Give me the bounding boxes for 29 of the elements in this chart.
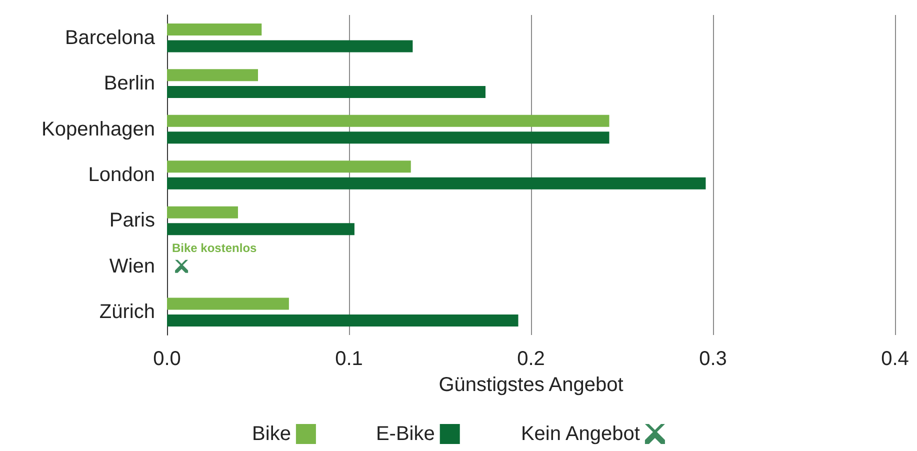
y-tick-label: Berlin bbox=[104, 72, 155, 95]
legend-label: E-Bike bbox=[376, 423, 435, 445]
bar bbox=[167, 223, 354, 236]
bar bbox=[167, 132, 610, 144]
bar bbox=[167, 86, 486, 98]
y-tick-label: London bbox=[88, 164, 155, 186]
y-tick-label: Barcelona bbox=[64, 26, 156, 49]
y-tick-label: Wien bbox=[109, 255, 155, 278]
bar bbox=[167, 40, 413, 52]
legend-label: Bike bbox=[252, 423, 291, 445]
bar bbox=[167, 298, 289, 310]
bar bbox=[167, 160, 411, 173]
y-tick-label: Kopenhagen bbox=[42, 118, 155, 140]
bar bbox=[167, 206, 238, 218]
y-tick-label: Zürich bbox=[99, 301, 155, 324]
x-tick-label: 0.1 bbox=[335, 348, 363, 370]
legend-label: Kein Angebot bbox=[520, 423, 640, 445]
y-tick-label: Paris bbox=[109, 210, 155, 232]
x-tick-label: 0.0 bbox=[153, 348, 181, 370]
annotation: Bike kostenlos bbox=[172, 241, 258, 256]
bar bbox=[167, 114, 610, 127]
bar bbox=[167, 314, 518, 327]
bar bbox=[167, 69, 258, 82]
x-tick-label: 0.4 bbox=[881, 348, 909, 370]
bar bbox=[167, 23, 262, 36]
x-tick-label: 0.2 bbox=[517, 348, 545, 370]
bar bbox=[167, 177, 706, 190]
x-axis-title: Günstigstes Angebot bbox=[438, 374, 624, 396]
x-tick-label: 0.3 bbox=[699, 348, 727, 370]
